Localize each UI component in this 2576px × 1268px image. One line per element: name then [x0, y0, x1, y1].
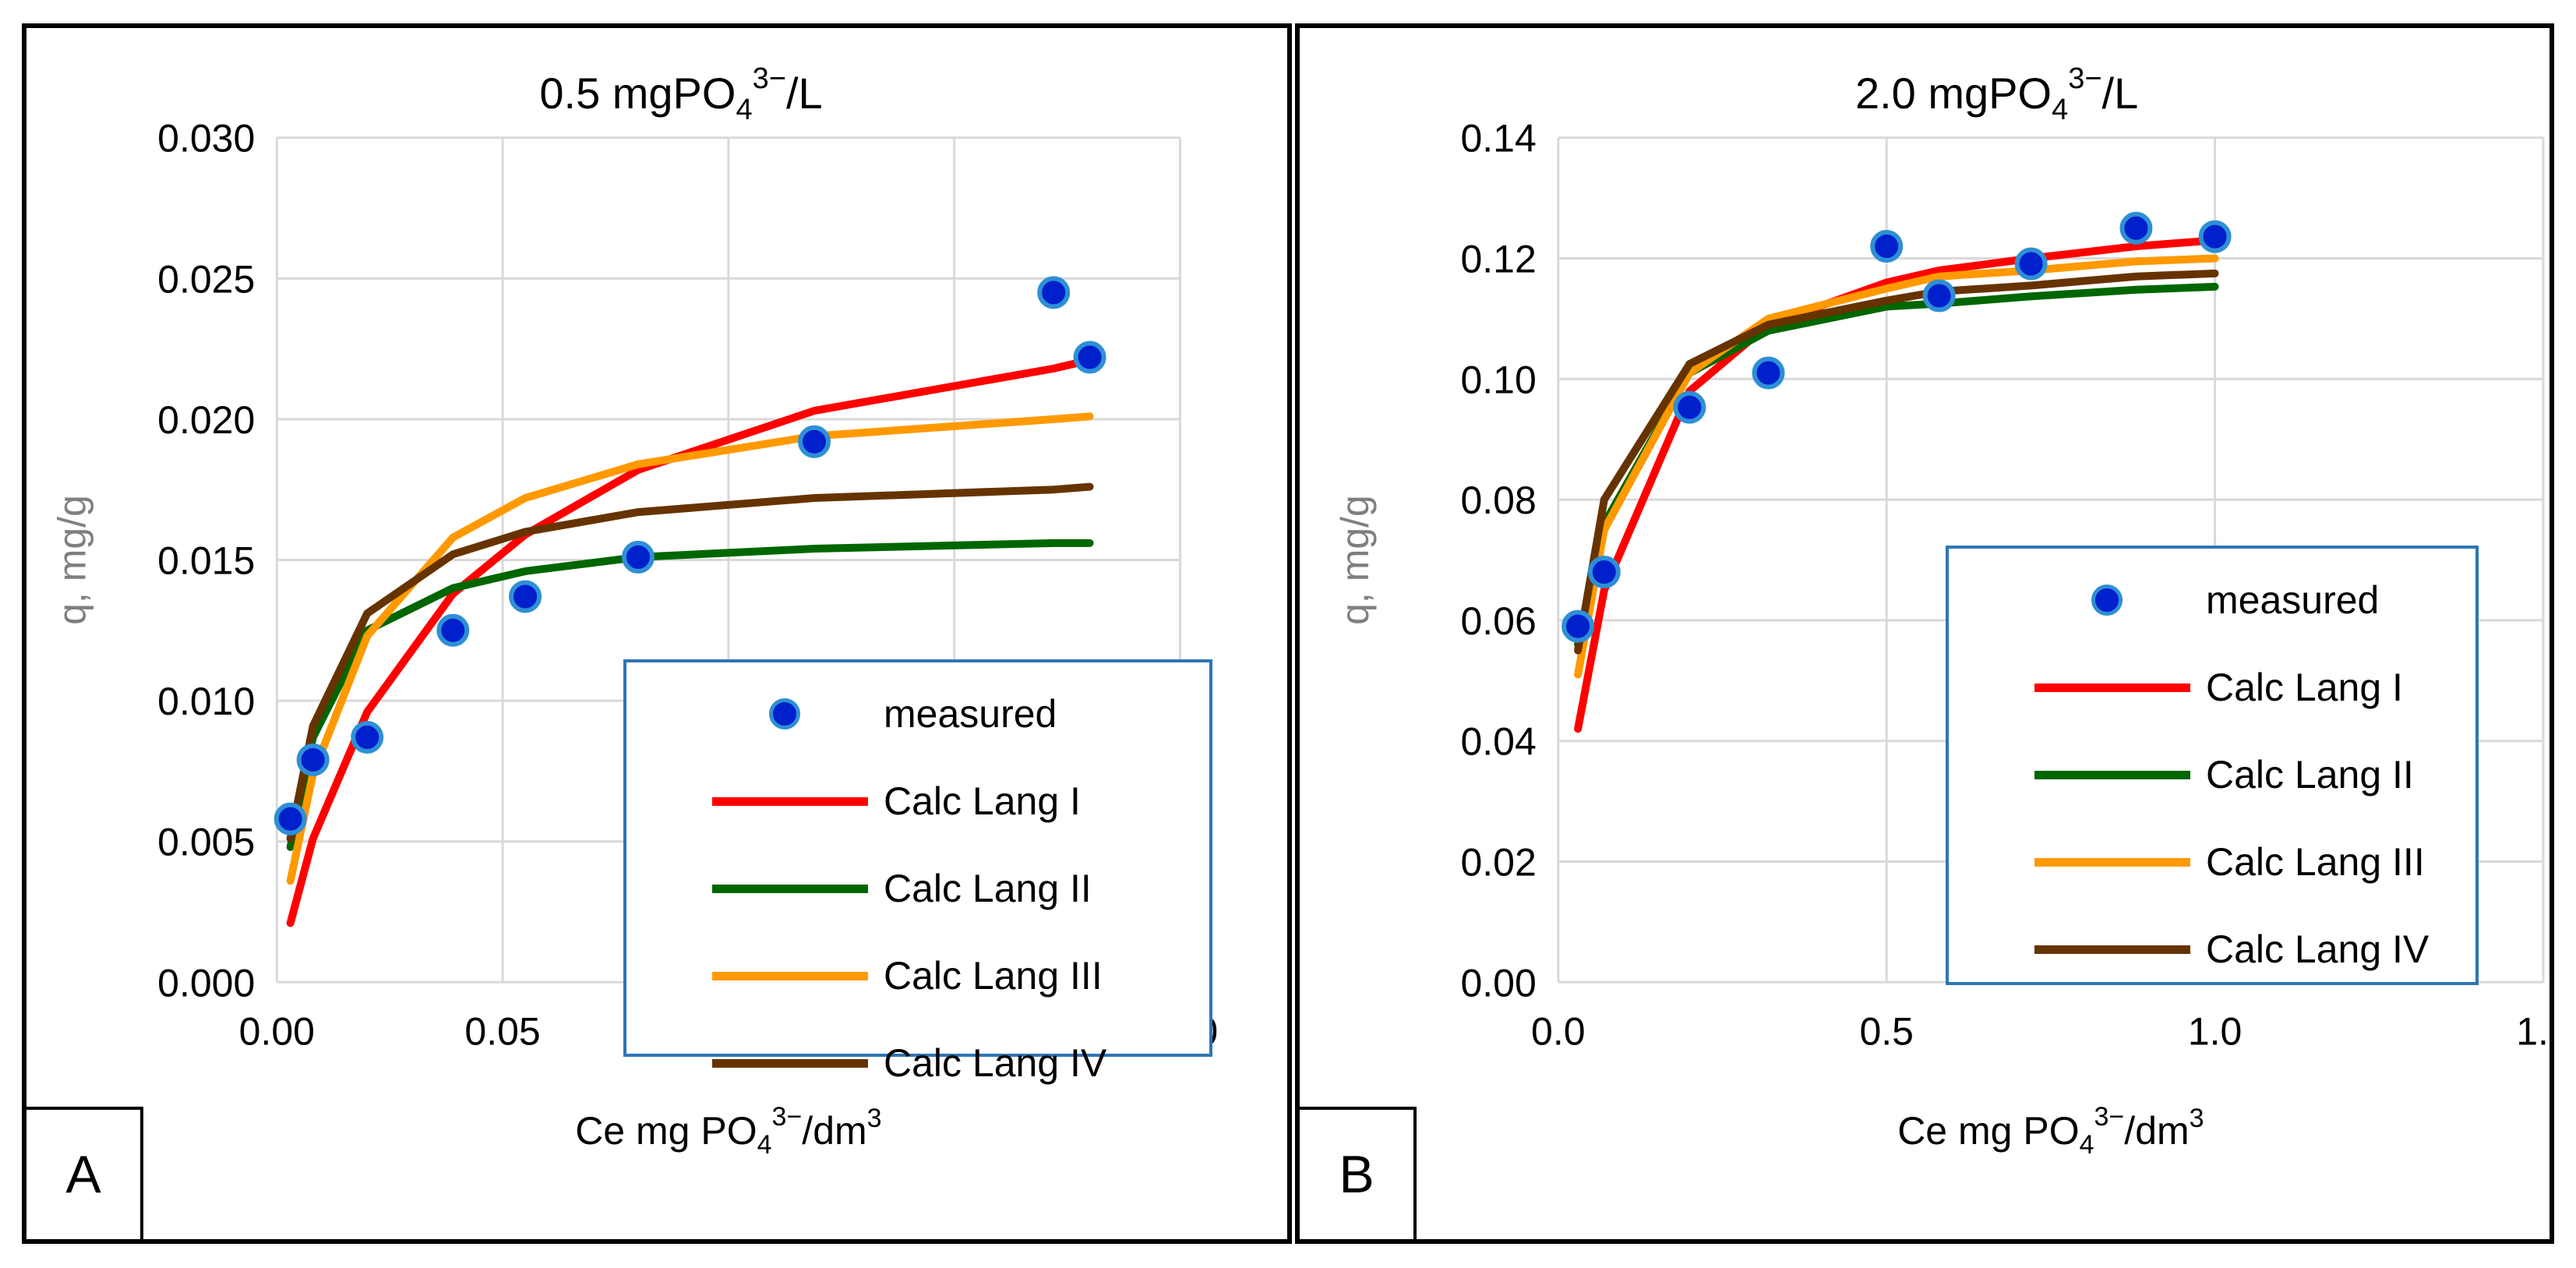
chart-a-y-axis-label: q, mg/g	[51, 495, 94, 625]
chart-b-measured-point	[1870, 230, 1904, 263]
chart-b-legend-label: measured	[2206, 578, 2380, 622]
chart-a-ytick-label: 0.010	[157, 680, 255, 723]
chart-b-measured-point	[1752, 356, 1785, 390]
chart-b-measured-point	[1673, 390, 1706, 424]
chart-panel-b: 0.00 0.02 0.04 0.06 0.08 0.10 0.12 0.14 0.0 0.5 1.…	[1295, 23, 2554, 1244]
chart-b-legend-item: Calc Lang II	[1949, 731, 2475, 818]
chart-a-series-line-4	[286, 482, 1094, 843]
chart-b-ytick-label: 0.12	[1460, 238, 1536, 281]
chart-a-legend-item: Calc Lang I	[626, 758, 1209, 845]
chart-b-series-line-3	[1574, 254, 2219, 679]
chart-a-legend-item: measured	[626, 670, 1209, 758]
legend-line-symbol	[712, 786, 868, 817]
chart-a-measured-point	[509, 580, 542, 613]
chart-b-measured-point	[1587, 555, 1621, 588]
legend-marker-symbol	[2034, 585, 2190, 616]
chart-b-measured-point	[1561, 609, 1595, 643]
chart-b-ytick-label: 0.08	[1460, 479, 1536, 522]
chart-b-series-line-1	[1574, 236, 2219, 733]
chart-b-measured-point	[1922, 279, 1956, 313]
chart-a-xtick-label: 0.05	[464, 1009, 540, 1053]
chart-a-measured-point	[1037, 276, 1071, 309]
chart-a-panel-label: A	[26, 1107, 143, 1239]
chart-a-legend: measured Calc Lang I Calc Lang II Calc Lang…	[623, 659, 1212, 1085]
legend-line-symbol	[2034, 934, 2190, 965]
chart-a-legend-label: Calc Lang IV	[884, 1041, 1107, 1085]
chart-b-ytick-label: 0.14	[1460, 117, 1536, 161]
chart-a-legend-label: Calc Lang I	[884, 779, 1081, 823]
chart-b-y-axis-label: q, mg/g	[1333, 495, 1377, 625]
chart-a-measured-point	[296, 743, 330, 776]
chart-a-legend-label: Calc Lang II	[884, 867, 1092, 910]
chart-a-ytick-label: 0.025	[157, 257, 255, 301]
chart-b-panel-label: B	[1300, 1107, 1417, 1239]
chart-a-legend-item: Calc Lang II	[626, 845, 1209, 932]
chart-a-ytick-label: 0.030	[157, 117, 255, 161]
chart-b-legend-label: Calc Lang IV	[2206, 927, 2430, 971]
chart-b-legend: measured Calc Lang I Calc Lang II Calc Lang…	[1946, 546, 2479, 985]
chart-b-series-line-4	[1574, 269, 2219, 655]
legend-line-symbol	[712, 873, 868, 904]
chart-a-measured-point	[351, 721, 384, 754]
chart-b-xtick-label: 0.0	[1531, 1009, 1586, 1053]
chart-a-xtick-label: 0.00	[239, 1009, 315, 1053]
chart-b-ytick-label: 0.06	[1460, 599, 1536, 643]
chart-b-legend-label: Calc Lang II	[2206, 753, 2414, 796]
chart-a-measured-point	[1073, 341, 1106, 374]
chart-a-measured-point	[798, 425, 831, 458]
chart-b-measured-point	[2014, 247, 2048, 281]
chart-b-plot: 0.00 0.02 0.04 0.06 0.08 0.10 0.12 0.14 0.0 0.5 1.…	[1333, 62, 2550, 1160]
legend-line-symbol	[2034, 846, 2190, 878]
chart-b-legend-item: Calc Lang I	[1949, 644, 2475, 731]
chart-b-ytick-label: 0.04	[1460, 720, 1536, 764]
chart-a-legend-label: Calc Lang III	[884, 954, 1103, 998]
chart-b-xtick-label: 0.5	[1859, 1009, 1914, 1053]
chart-b-legend-item: measured	[1949, 556, 2475, 644]
chart-b-title: 2.0 mgPO43−/L	[1855, 62, 2138, 126]
chart-a-ytick-label: 0.000	[157, 961, 255, 1005]
chart-a-measured-point	[273, 802, 307, 835]
chart-b-xtick-label: 1.0	[2188, 1009, 2243, 1053]
chart-b-measured-point	[2198, 220, 2232, 253]
chart-a-series-line-3	[286, 412, 1094, 885]
chart-a-legend-item: Calc Lang IV	[626, 1019, 1209, 1107]
chart-a-ytick-label: 0.015	[157, 539, 255, 583]
legend-line-symbol	[2034, 672, 2190, 703]
chart-a-title: 0.5 mgPO43−/L	[539, 62, 822, 126]
legend-line-symbol	[712, 960, 868, 991]
legend-line-symbol	[2034, 759, 2190, 790]
chart-b-legend-item: Calc Lang IV	[1949, 906, 2475, 993]
chart-b-ytick-label: 0.10	[1460, 358, 1536, 401]
chart-a-legend-label: measured	[884, 692, 1057, 736]
chart-b-ytick-label: 0.02	[1460, 841, 1536, 885]
chart-b-ytick-label: 0.00	[1460, 961, 1536, 1005]
chart-a-measured-point	[621, 540, 655, 574]
chart-b-xtick-label: 1.5	[2516, 1009, 2550, 1053]
chart-a-x-axis-label: Ce mg PO43−/dm3	[575, 1102, 881, 1160]
chart-b-legend-label: Calc Lang I	[2206, 666, 2403, 709]
chart-panel-a: 0.000 0.005 0.010 0.015 0.020 0.025 0.030 0.00 0…	[22, 23, 1292, 1244]
chart-a-series-line-2	[286, 539, 1094, 851]
chart-b-measured-point	[2119, 211, 2153, 245]
chart-b-legend-label: Calc Lang III	[2206, 840, 2425, 884]
chart-b-legend-item: Calc Lang III	[1949, 818, 2475, 906]
chart-a-ytick-label: 0.020	[157, 398, 255, 442]
chart-a-ytick-label: 0.005	[157, 821, 255, 864]
legend-marker-symbol	[712, 698, 868, 729]
legend-line-symbol	[712, 1047, 868, 1079]
chart-b-x-axis-label: Ce mg PO43−/dm3	[1897, 1102, 2204, 1160]
chart-a-legend-item: Calc Lang III	[626, 932, 1209, 1019]
chart-a-measured-point	[436, 613, 470, 647]
